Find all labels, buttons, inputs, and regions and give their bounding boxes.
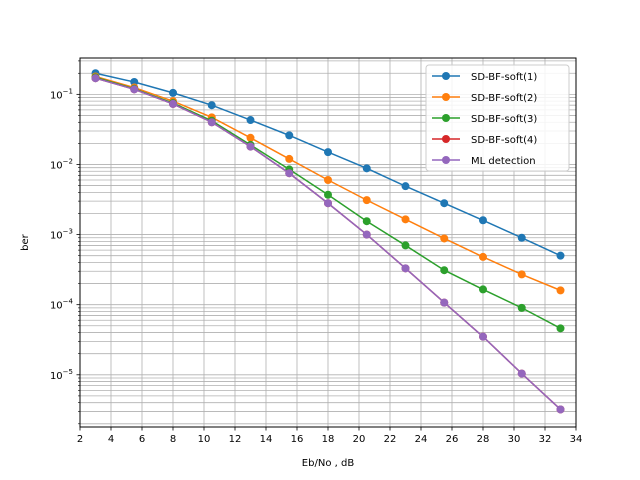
- y-tick-label: 10−3: [50, 228, 73, 242]
- y-axis-label: ber: [20, 233, 31, 251]
- x-tick-label: 16: [291, 434, 304, 445]
- data-point: [246, 116, 255, 125]
- data-point: [440, 266, 449, 275]
- data-point: [324, 199, 332, 208]
- data-point: [479, 285, 487, 294]
- x-tick-label: 10: [198, 434, 211, 445]
- x-tick-label: 20: [353, 434, 366, 445]
- x-tick-label: 2: [77, 434, 83, 445]
- data-point: [285, 154, 294, 163]
- legend-marker: [442, 72, 450, 80]
- x-axis: 2 4 6 8 10 12 14 16 18 20 22 24 26 28 30 32 34: [77, 427, 583, 445]
- y-axis: 10−1 10−2 10−3 10−4 10−5: [50, 60, 80, 425]
- data-point: [362, 217, 371, 226]
- x-tick-label: 8: [170, 434, 176, 445]
- legend-label: SD-BF-soft(4): [471, 135, 537, 146]
- data-point: [246, 133, 255, 142]
- data-point: [91, 74, 100, 83]
- data-point: [556, 405, 565, 414]
- legend-marker: [442, 156, 450, 164]
- series-ML detection: [91, 74, 565, 414]
- data-point: [517, 303, 526, 312]
- data-point: [285, 131, 294, 140]
- data-point: [401, 215, 410, 224]
- data-point: [440, 298, 449, 307]
- legend-label: SD-BF-soft(1): [471, 72, 537, 83]
- y-tick-label: 10−5: [50, 368, 73, 382]
- data-point: [401, 182, 410, 191]
- data-point: [130, 85, 139, 94]
- legend-marker: [442, 114, 450, 122]
- data-point: [207, 101, 216, 110]
- data-point: [362, 164, 371, 173]
- legend-label: SD-BF-soft(3): [471, 114, 537, 125]
- legend: SD-BF-soft(1) SD-BF-soft(2) SD-BF-soft(3) S…: [425, 64, 570, 172]
- data-point: [440, 234, 449, 243]
- x-tick-label: 28: [477, 434, 490, 445]
- data-point: [517, 270, 526, 279]
- x-tick-label: 24: [415, 434, 428, 445]
- x-tick-label: 4: [108, 434, 114, 445]
- data-point: [246, 142, 255, 151]
- legend-entry: SD-BF-soft(4): [432, 135, 537, 146]
- data-point: [479, 216, 487, 225]
- data-point: [130, 78, 139, 87]
- x-tick-label: 34: [570, 434, 583, 445]
- legend-label: SD-BF-soft(2): [471, 93, 537, 104]
- data-point: [556, 251, 565, 260]
- legend-marker: [442, 135, 450, 143]
- x-tick-label: 26: [446, 434, 459, 445]
- data-point: [169, 99, 177, 108]
- data-point: [517, 233, 526, 242]
- data-point: [479, 332, 487, 341]
- data-point: [440, 199, 449, 208]
- x-tick-label: 14: [260, 434, 273, 445]
- x-tick-label: 30: [508, 434, 521, 445]
- data-point: [207, 118, 216, 127]
- series-layer: [91, 69, 565, 414]
- data-point: [556, 286, 565, 295]
- x-axis-label: Eb/No , dB: [302, 458, 355, 469]
- y-tick-label: 10−2: [50, 157, 73, 171]
- y-tick-label: 10−4: [50, 298, 74, 312]
- legend-box: [425, 64, 570, 172]
- x-tick-label: 18: [322, 434, 335, 445]
- data-point: [362, 230, 371, 239]
- x-tick-label: 32: [539, 434, 552, 445]
- data-point: [285, 169, 294, 178]
- data-point: [362, 196, 371, 205]
- x-tick-label: 6: [139, 434, 145, 445]
- data-point: [324, 176, 332, 185]
- data-point: [556, 324, 565, 333]
- legend-entry: SD-BF-soft(2): [432, 93, 537, 104]
- data-point: [479, 252, 487, 261]
- legend-entry: ML detection: [432, 156, 536, 167]
- legend-label: ML detection: [471, 156, 536, 167]
- legend-marker: [442, 93, 450, 101]
- x-tick-label: 22: [384, 434, 397, 445]
- data-point: [401, 264, 410, 273]
- data-point: [517, 369, 526, 378]
- data-point: [169, 88, 177, 97]
- legend-entry: SD-BF-soft(3): [432, 114, 537, 125]
- legend-entry: SD-BF-soft(1): [432, 72, 537, 83]
- data-point: [324, 148, 332, 157]
- data-point: [401, 241, 410, 250]
- data-point: [324, 190, 332, 199]
- y-tick-label: 10−1: [50, 87, 73, 101]
- series-SD-BF-soft(1): [91, 69, 565, 260]
- x-tick-label: 12: [229, 434, 242, 445]
